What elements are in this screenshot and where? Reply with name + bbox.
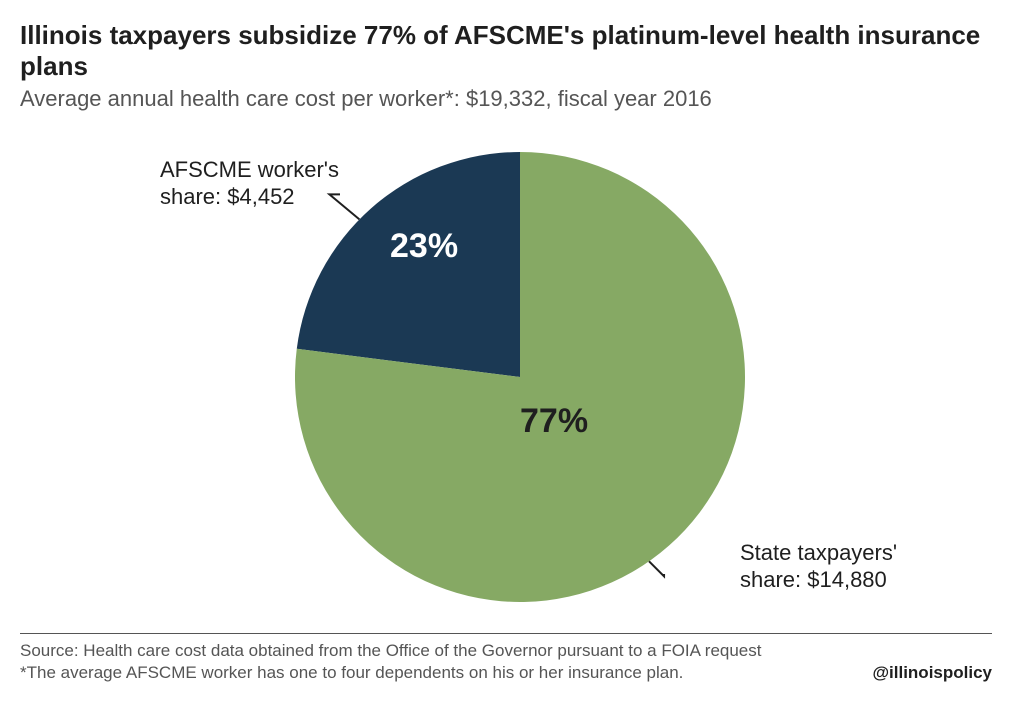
callout-taxpayer-line2: share: $14,880 — [740, 567, 887, 592]
callout-worker-line1: AFSCME worker's — [160, 157, 339, 182]
slice-label-worker: 23% — [390, 227, 458, 266]
callout-taxpayer-line1: State taxpayers' — [740, 540, 897, 565]
footer-divider — [20, 633, 992, 634]
chart-subtitle: Average annual health care cost per work… — [20, 86, 992, 112]
footer: Source: Health care cost data obtained f… — [20, 633, 992, 684]
chart-title: Illinois taxpayers subsidize 77% of AFSC… — [20, 20, 992, 82]
callout-worker: AFSCME worker's share: $4,452 — [160, 157, 339, 210]
footnote-asterisk: *The average AFSCME worker has one to fo… — [20, 662, 992, 684]
leader-line-taxpayer — [649, 562, 664, 577]
slice-label-taxpayer: 77% — [520, 402, 588, 441]
social-handle: @illinoispolicy — [872, 662, 992, 684]
pie-chart: AFSCME worker's share: $4,452 23% 77% St… — [20, 122, 992, 612]
callout-taxpayer: State taxpayers' share: $14,880 — [740, 540, 897, 593]
callout-worker-line2: share: $4,452 — [160, 184, 295, 209]
footnote-source: Source: Health care cost data obtained f… — [20, 640, 992, 662]
